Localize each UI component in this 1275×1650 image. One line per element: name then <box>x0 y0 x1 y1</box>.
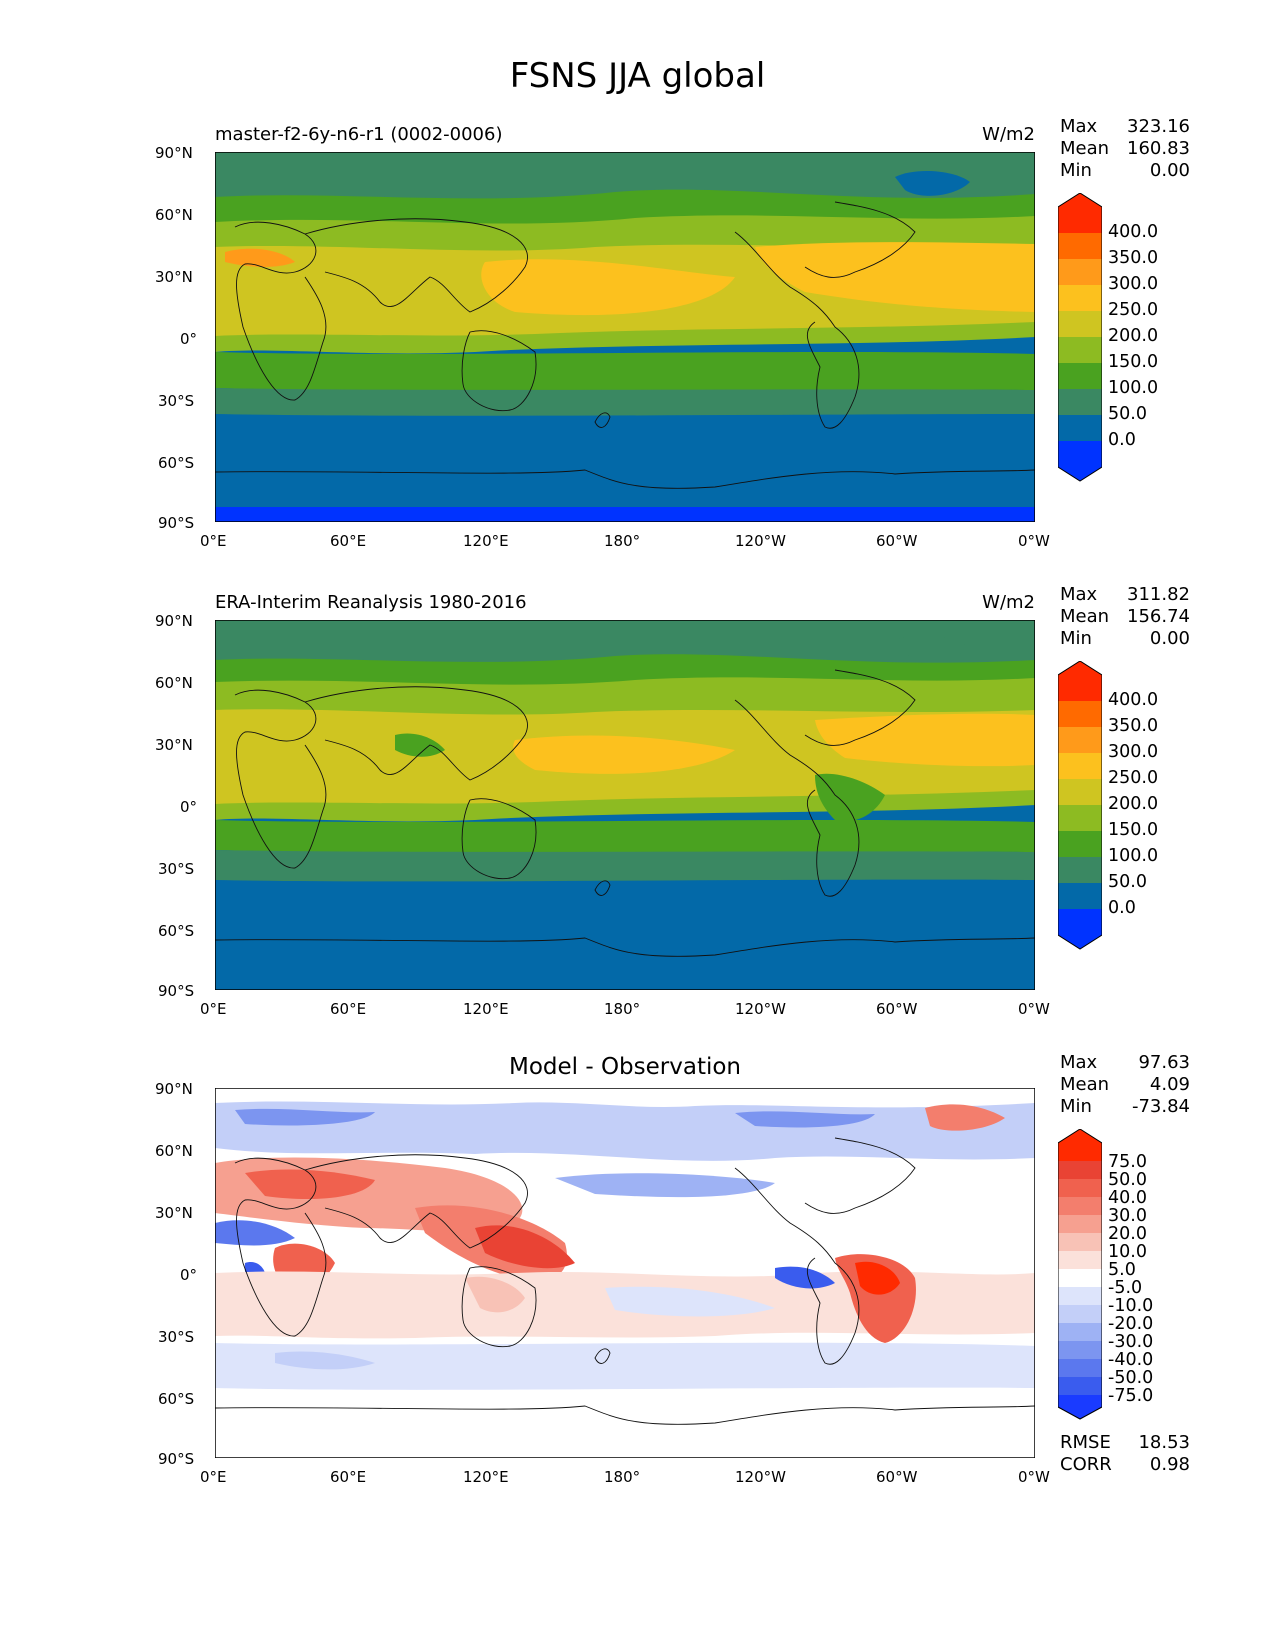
units-label: W/m2 <box>982 592 1035 613</box>
stat-max: Max 323.16 <box>1060 116 1190 137</box>
stat-max: Max 311.82 <box>1060 584 1190 605</box>
stats-box: Max 311.82 Mean 156.74 Min 0.00 <box>1060 584 1190 650</box>
stat-mean: Mean 4.09 <box>1060 1074 1190 1095</box>
rmse-corr-box: RMSE 18.53 CORR 0.98 <box>1060 1432 1190 1476</box>
map-svg <box>215 152 1035 522</box>
map-observation <box>215 620 1035 990</box>
stat-rmse: RMSE 18.53 <box>1060 1432 1190 1453</box>
figure-title: FSNS JJA global <box>509 56 766 96</box>
panel-difference: Model - Observation Max 97.63 Mean 4.09 Mi… <box>155 1052 1190 1486</box>
map-difference <box>215 1088 1035 1458</box>
colorbar <box>1058 1129 1102 1420</box>
stat-mean: Mean 160.83 <box>1060 138 1190 159</box>
colorbar <box>1058 193 1102 482</box>
stats-box: Max 323.16 Mean 160.83 Min 0.00 <box>1060 116 1190 182</box>
stat-min: Min -73.84 <box>1060 1096 1190 1117</box>
map-svg <box>215 1088 1035 1458</box>
stat-corr: CORR 0.98 <box>1060 1454 1190 1475</box>
units-label: W/m2 <box>982 124 1035 145</box>
map-model <box>215 152 1035 522</box>
panel-title: master-f2-6y-n6-r1 (0002-0006) <box>215 124 503 145</box>
stats-box: Max 97.63 Mean 4.09 Min -73.84 <box>1060 1052 1190 1118</box>
stat-max: Max 97.63 <box>1060 1052 1190 1073</box>
panel-observation: ERA-Interim Reanalysis 1980-2016 W/m2 Ma… <box>155 584 1190 1018</box>
stat-mean: Mean 156.74 <box>1060 606 1190 627</box>
colorbar <box>1058 661 1102 950</box>
map-svg <box>215 620 1035 990</box>
stat-min: Min 0.00 <box>1060 628 1190 649</box>
stat-min: Min 0.00 <box>1060 160 1190 181</box>
panel-title: ERA-Interim Reanalysis 1980-2016 <box>215 592 527 613</box>
panel-model: master-f2-6y-n6-r1 (0002-0006) W/m2 Max 3… <box>155 116 1190 550</box>
panel-title: Model - Observation <box>508 1054 742 1080</box>
